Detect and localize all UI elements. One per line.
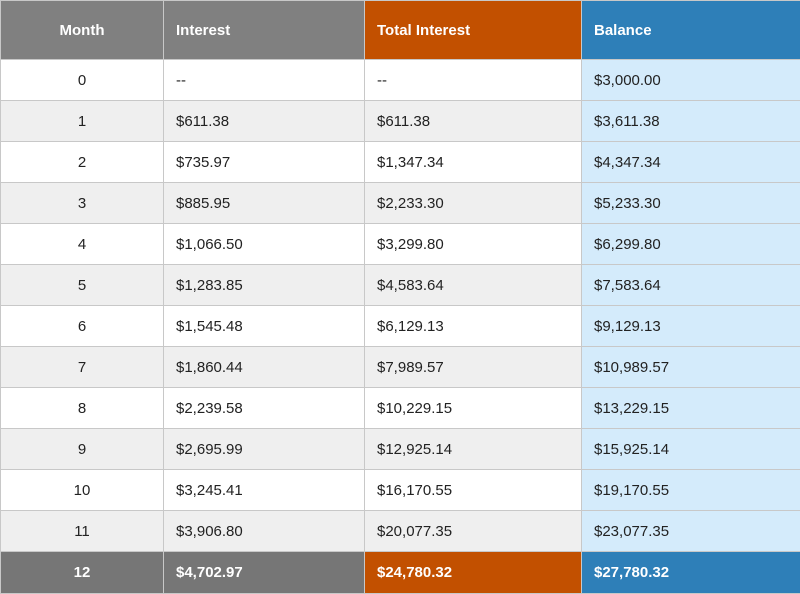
total-interest-cell: $4,583.64 [364,264,582,306]
total-interest-cell: $20,077.35 [364,510,582,552]
balance-cell: $3,611.38 [581,100,800,142]
table-row: 11 $3,906.80 $20,077.35 $23,077.35 [0,510,800,552]
table-row: 0 -- -- $3,000.00 [0,59,800,101]
month-cell: 9 [0,428,164,470]
total-interest-cell: $7,989.57 [364,346,582,388]
month-cell: 8 [0,387,164,429]
balance-cell: $10,989.57 [581,346,800,388]
total-interest-cell: $12,925.14 [364,428,582,470]
interest-cell: $735.97 [163,141,365,183]
balance-cell: $4,347.34 [581,141,800,183]
balance-cell: $6,299.80 [581,223,800,265]
total-interest-cell: $1,347.34 [364,141,582,183]
month-cell: 10 [0,469,164,511]
balance-cell: $13,229.15 [581,387,800,429]
interest-cell: $3,906.80 [163,510,365,552]
final-month-row: 12 $4,702.97 $24,780.32 $27,780.32 [0,551,800,594]
table-row: 7 $1,860.44 $7,989.57 $10,989.57 [0,346,800,388]
month-cell: 1 [0,100,164,142]
balance-cell: $9,129.13 [581,305,800,347]
table-row: 8 $2,239.58 $10,229.15 $13,229.15 [0,387,800,429]
month-cell: 6 [0,305,164,347]
month-cell: 11 [0,510,164,552]
table-row: 4 $1,066.50 $3,299.80 $6,299.80 [0,223,800,265]
total-interest-cell: $3,299.80 [364,223,582,265]
month-cell: 4 [0,223,164,265]
column-header-total-interest: Total Interest [364,0,582,60]
total-interest-cell: -- [364,59,582,101]
interest-cell: $2,239.58 [163,387,365,429]
column-header-month: Month [0,0,164,60]
balance-cell: $23,077.35 [581,510,800,552]
table-row: 2 $735.97 $1,347.34 $4,347.34 [0,141,800,183]
table-row: 10 $3,245.41 $16,170.55 $19,170.55 [0,469,800,511]
interest-cell: $885.95 [163,182,365,224]
month-cell: 5 [0,264,164,306]
balance-cell: $19,170.55 [581,469,800,511]
interest-cell: $3,245.41 [163,469,365,511]
total-interest-cell: $16,170.55 [364,469,582,511]
interest-cell: $1,283.85 [163,264,365,306]
table-row: 3 $885.95 $2,233.30 $5,233.30 [0,182,800,224]
table-row: 9 $2,695.99 $12,925.14 $15,925.14 [0,428,800,470]
balance-cell: $5,233.30 [581,182,800,224]
month-cell: 0 [0,59,164,101]
interest-cell: -- [163,59,365,101]
interest-cell: $1,545.48 [163,305,365,347]
interest-cell: $1,066.50 [163,223,365,265]
header-row: Month Interest Total Interest Balance [0,0,800,60]
total-interest-cell: $6,129.13 [364,305,582,347]
balance-cell: $7,583.64 [581,264,800,306]
interest-cell: $611.38 [163,100,365,142]
column-header-interest: Interest [163,0,365,60]
total-interest-cell: $24,780.32 [364,551,582,594]
balance-cell: $27,780.32 [581,551,800,594]
table-row: 6 $1,545.48 $6,129.13 $9,129.13 [0,305,800,347]
month-cell: 2 [0,141,164,183]
total-interest-cell: $10,229.15 [364,387,582,429]
balance-cell: $3,000.00 [581,59,800,101]
month-cell: 7 [0,346,164,388]
interest-cell: $4,702.97 [163,551,365,594]
month-cell: 12 [0,551,164,594]
interest-cell: $2,695.99 [163,428,365,470]
balance-cell: $15,925.14 [581,428,800,470]
month-cell: 3 [0,182,164,224]
total-interest-cell: $2,233.30 [364,182,582,224]
table-row: 1 $611.38 $611.38 $3,611.38 [0,100,800,142]
table-row: 5 $1,283.85 $4,583.64 $7,583.64 [0,264,800,306]
interest-cell: $1,860.44 [163,346,365,388]
total-interest-cell: $611.38 [364,100,582,142]
column-header-balance: Balance [581,0,800,60]
